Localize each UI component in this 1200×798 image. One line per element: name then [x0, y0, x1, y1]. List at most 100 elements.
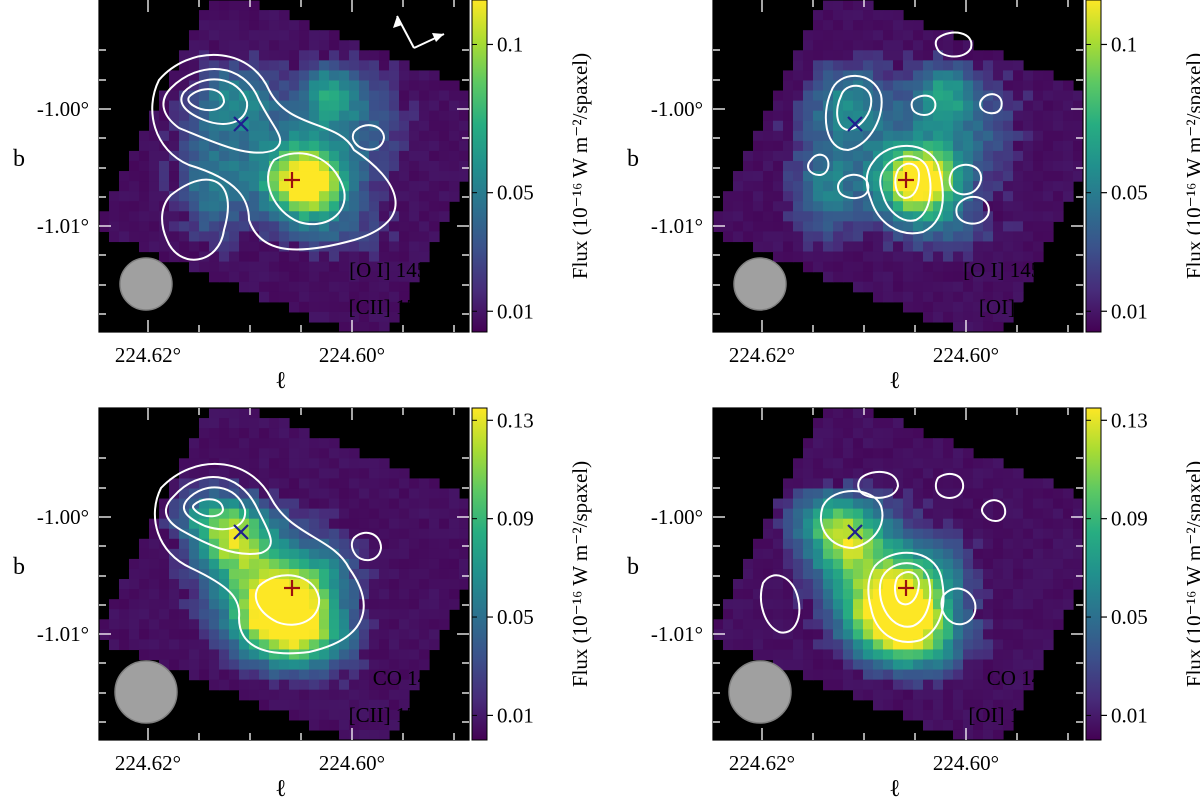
- heatmap-pixel: [823, 568, 834, 580]
- heatmap-pixel: [229, 211, 240, 222]
- heatmap-pixel: [389, 311, 400, 323]
- heatmap-pixel: [863, 528, 874, 540]
- heatmap-pixel: [279, 160, 290, 172]
- heatmap-pixel: [1033, 498, 1044, 510]
- heatmap-pixel: [409, 478, 420, 490]
- heatmap-pixel: [409, 619, 420, 630]
- heatmap-pixel: [1073, 568, 1083, 580]
- heatmap-pixel: [189, 619, 200, 630]
- heatmap-pixel: [329, 40, 340, 51]
- heatmap-pixel: [389, 110, 400, 122]
- heatmap-pixel: [129, 181, 140, 192]
- heatmap-pixel: [813, 90, 824, 102]
- heatmap-pixel: [429, 110, 440, 122]
- heatmap-pixel: [783, 70, 794, 82]
- heatmap-pixel: [833, 558, 844, 570]
- heatmap-pixel: [209, 130, 220, 142]
- heatmap-pixel: [1033, 639, 1044, 651]
- heatmap-pixel: [289, 20, 300, 31]
- heatmap-pixel: [199, 130, 210, 142]
- heatmap-pixel: [1013, 181, 1024, 192]
- heatmap-pixel: [913, 30, 924, 41]
- heatmap-pixel: [733, 609, 744, 620]
- heatmap-pixel: [853, 538, 864, 550]
- heatmap-pixel: [963, 599, 974, 610]
- heatmap-pixel: [289, 498, 300, 510]
- heatmap-pixel: [843, 201, 854, 212]
- heatmap-pixel: [843, 579, 854, 590]
- heatmap-pixel: [199, 60, 210, 72]
- heatmap-pixel: [179, 568, 190, 580]
- heatmap-pixel: [299, 40, 310, 51]
- heatmap-pixel: [1063, 508, 1074, 520]
- heatmap-pixel: [159, 629, 170, 640]
- heatmap-pixel: [189, 649, 200, 661]
- heatmap-pixel: [199, 261, 210, 273]
- heatmap-pixel: [259, 589, 270, 600]
- heatmap-pixel: [309, 579, 320, 590]
- heatmap-pixel: [159, 251, 170, 263]
- heatmap-pixel: [793, 120, 804, 132]
- heatmap-pixel: [369, 251, 380, 263]
- heatmap-pixel: [893, 60, 904, 72]
- heatmap-pixel: [259, 40, 270, 51]
- heatmap-pixel: [763, 558, 774, 570]
- heatmap-pixel: [863, 70, 874, 82]
- heatmap-pixel: [803, 458, 814, 469]
- heatmap-pixel: [389, 659, 400, 671]
- heatmap-pixel: [239, 568, 250, 580]
- heatmap-pixel: [189, 40, 200, 51]
- beam-label: 14.4": [177, 296, 222, 320]
- heatmap-pixel: [369, 321, 380, 332]
- heatmap-pixel: [369, 619, 380, 630]
- heatmap-pixel: [1013, 659, 1024, 671]
- heatmap-pixel: [439, 528, 450, 540]
- heatmap-pixel: [429, 70, 440, 82]
- heatmap-pixel: [943, 719, 954, 731]
- heatmap-pixel: [229, 171, 240, 182]
- heatmap-pixel: [359, 251, 370, 263]
- heatmap-pixel: [863, 659, 874, 671]
- heatmap-pixel: [199, 518, 210, 530]
- heatmap-pixel: [903, 60, 914, 72]
- heatmap-pixel: [953, 589, 964, 600]
- heatmap-pixel: [379, 291, 390, 303]
- heatmap-pixel: [169, 619, 180, 630]
- heatmap-pixel: [339, 528, 350, 540]
- heatmap-pixel: [1033, 558, 1044, 570]
- heatmap-pixel: [973, 311, 984, 323]
- heatmap-pixel: [249, 261, 260, 273]
- heatmap-pixel: [339, 609, 350, 620]
- heatmap-pixel: [379, 160, 390, 172]
- heatmap-pixel: [873, 448, 884, 459]
- heatmap-pixel: [369, 538, 380, 550]
- heatmap-pixel: [973, 568, 984, 580]
- heatmap-pixel: [823, 181, 834, 192]
- heatmap-pixel: [963, 719, 974, 731]
- heatmap-pixel: [953, 70, 964, 82]
- heatmap-pixel: [449, 181, 460, 192]
- heatmap-pixel: [823, 40, 834, 51]
- heatmap-pixel: [1003, 518, 1014, 530]
- heatmap-pixel: [993, 709, 1004, 721]
- heatmap-pixel: [279, 130, 290, 142]
- heatmap-pixel: [279, 40, 290, 51]
- x-axis-label: ℓ: [889, 776, 901, 798]
- heatmap-pixel: [783, 609, 794, 620]
- heatmap-pixel: [1023, 241, 1034, 253]
- heatmap-pixel: [743, 191, 754, 202]
- heatmap-pixel: [409, 669, 420, 681]
- heatmap-pixel: [943, 639, 954, 651]
- heatmap-pixel: [863, 221, 874, 232]
- heatmap-pixel: [299, 110, 310, 122]
- heatmap-pixel: [309, 629, 320, 640]
- heatmap-pixel: [883, 160, 894, 172]
- heatmap-pixel: [763, 181, 774, 192]
- heatmap-pixel: [953, 241, 964, 253]
- heatmap-pixel: [873, 50, 884, 61]
- heatmap-pixel: [269, 10, 280, 21]
- heatmap-pixel: [259, 60, 270, 72]
- heatmap-pixel: [369, 60, 380, 72]
- heatmap-pixel: [409, 649, 420, 661]
- heatmap-pixel: [309, 181, 320, 192]
